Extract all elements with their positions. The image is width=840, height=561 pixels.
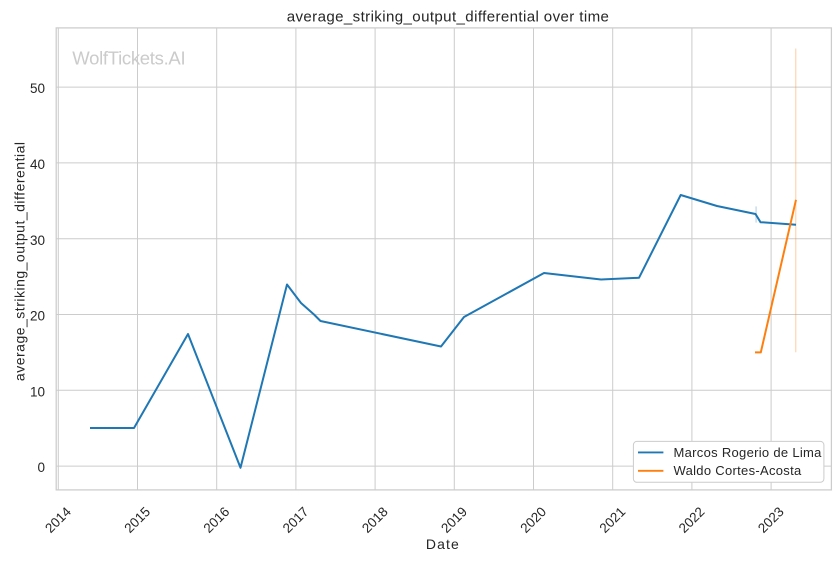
svg-text:WolfTickets.AI: WolfTickets.AI (72, 47, 185, 68)
svg-text:Marcos Rogerio de Lima: Marcos Rogerio de Lima (674, 445, 823, 460)
svg-text:Waldo Cortes-Acosta: Waldo Cortes-Acosta (674, 463, 803, 478)
svg-text:average_striking_output_differ: average_striking_output_differential ove… (287, 9, 610, 26)
svg-text:average_striking_output_differ: average_striking_output_differential (11, 142, 27, 382)
svg-text:Date: Date (426, 536, 460, 552)
svg-text:10: 10 (30, 384, 45, 399)
svg-text:50: 50 (30, 81, 45, 96)
svg-text:0: 0 (37, 460, 45, 475)
svg-text:30: 30 (30, 233, 45, 248)
svg-text:20: 20 (30, 309, 45, 324)
svg-text:40: 40 (30, 157, 45, 172)
